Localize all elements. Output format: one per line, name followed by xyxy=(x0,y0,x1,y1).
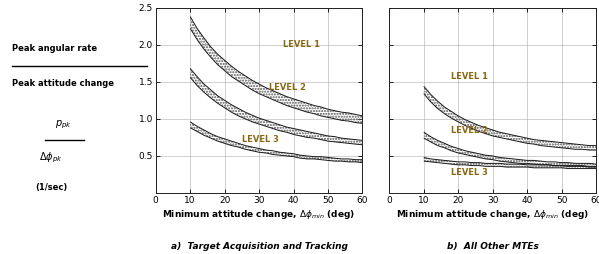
Text: LEVEL 3: LEVEL 3 xyxy=(452,168,488,177)
Text: Peak angular rate: Peak angular rate xyxy=(12,44,97,53)
Text: LEVEL 2: LEVEL 2 xyxy=(270,83,307,92)
Text: (1/sec): (1/sec) xyxy=(35,183,67,193)
Text: b)  All Other MTEs: b) All Other MTEs xyxy=(447,243,539,251)
Text: Peak attitude change: Peak attitude change xyxy=(12,79,114,88)
Text: $\Delta\phi_{pk}$: $\Delta\phi_{pk}$ xyxy=(39,150,63,165)
Text: a)  Target Acquisition and Tracking: a) Target Acquisition and Tracking xyxy=(171,243,347,251)
Text: LEVEL 2: LEVEL 2 xyxy=(452,126,488,135)
Text: $p_{pk}$: $p_{pk}$ xyxy=(55,118,71,131)
Text: LEVEL 3: LEVEL 3 xyxy=(242,135,279,144)
Text: LEVEL 1: LEVEL 1 xyxy=(452,72,488,81)
X-axis label: Minimum attitude change, $\Delta\phi_{min}$ (deg): Minimum attitude change, $\Delta\phi_{mi… xyxy=(396,208,589,220)
Text: LEVEL 1: LEVEL 1 xyxy=(283,40,320,49)
X-axis label: Minimum attitude change, $\Delta\phi_{min}$ (deg): Minimum attitude change, $\Delta\phi_{mi… xyxy=(162,208,356,220)
